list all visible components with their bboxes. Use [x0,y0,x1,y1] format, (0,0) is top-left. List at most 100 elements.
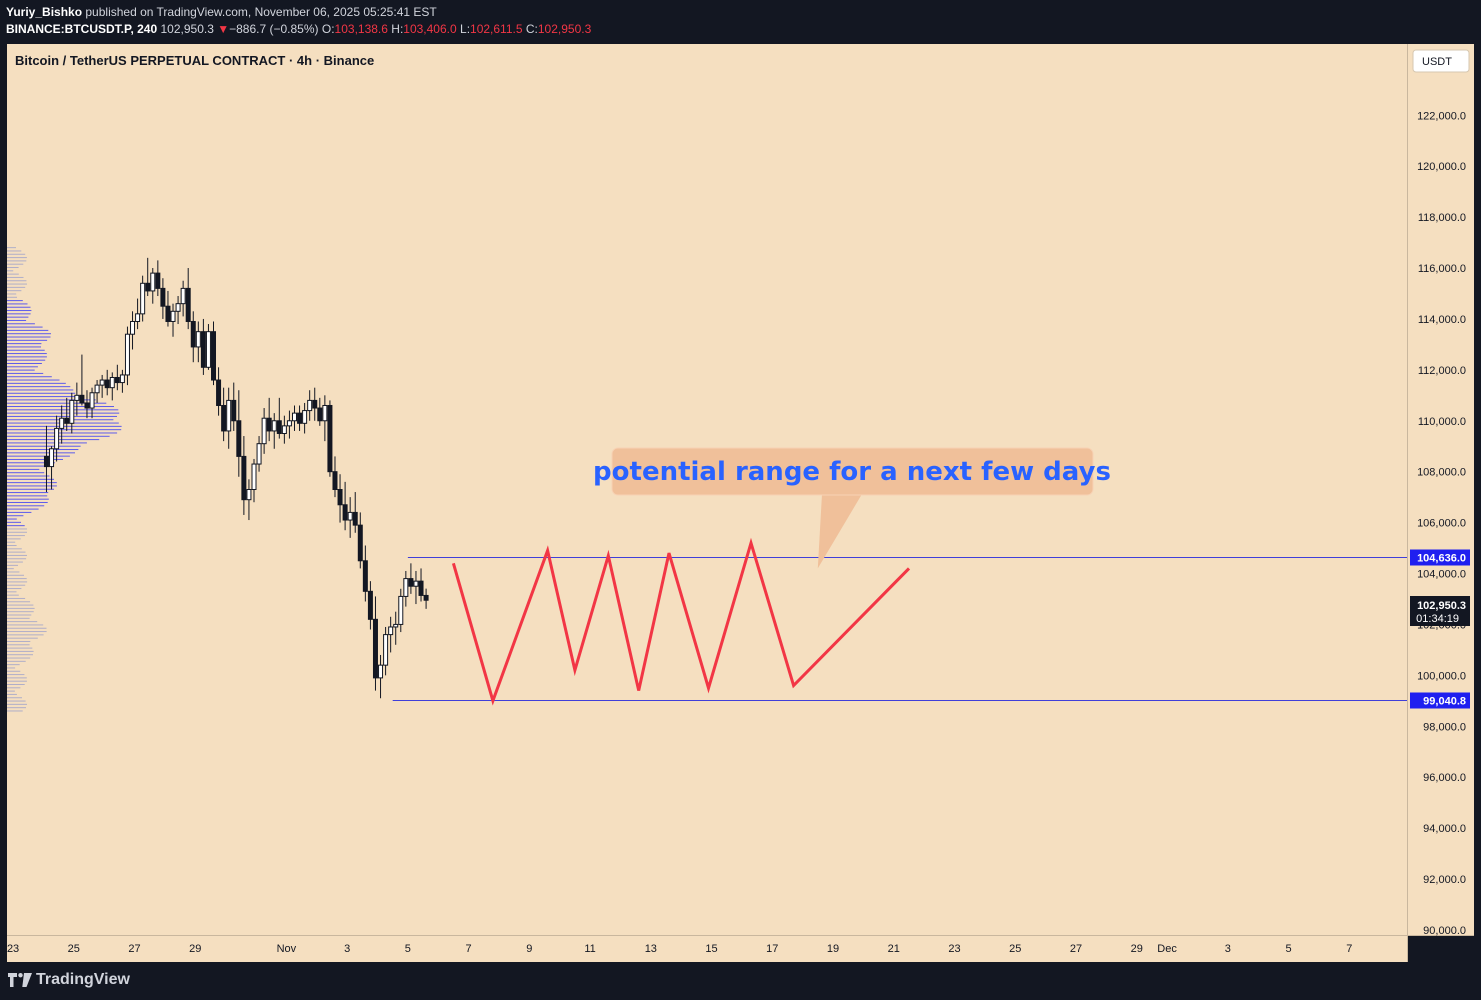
y-tick-label: 120,000.0 [1417,161,1466,173]
candle-body [408,578,414,587]
candle-body [190,320,196,348]
last-price: 102,950.3 [160,22,214,36]
range-line-tag [1410,549,1470,566]
y-tick-label: 106,000.0 [1417,518,1466,530]
candle-body [251,463,257,490]
time-scale[interactable] [7,936,1407,962]
candle-body [413,580,419,587]
volume-profile-bar [7,637,38,639]
bar-countdown: 01:34:19 [1416,613,1459,625]
candle-body [165,305,171,322]
volume-profile-bar [7,382,66,384]
currency-button[interactable]: USDT [1412,49,1470,73]
x-tick-label: 9 [526,943,532,955]
volume-profile-bar [7,316,29,318]
volume-profile-bar [7,654,33,656]
volume-profile-bar [7,558,27,560]
candle-body [124,333,130,376]
y-tick-label: 114,000.0 [1418,314,1466,326]
candle-body [378,664,384,679]
volume-profile-bar [7,564,18,566]
volume-profile-bar [7,399,96,401]
volume-profile-bar [7,518,17,520]
candle-body [297,412,303,424]
candle-body [226,399,232,432]
x-tick-label: 29 [1131,943,1143,955]
candle-body [119,374,125,384]
volume-profile-bar [7,296,17,298]
volume-profile-bar [7,568,14,570]
volume-profile-bar [7,571,20,573]
volume-profile-bar [7,498,49,500]
volume-profile-bar [7,680,27,682]
price-change: −886.7 (−0.85%) [229,22,319,36]
y-tick-label: 104,000.0 [1417,569,1466,581]
price-scale[interactable] [1408,44,1474,935]
callout-box[interactable] [611,447,1094,496]
y-tick-label: 116,000.0 [1418,263,1466,275]
y-tick-label: 118,000.0 [1418,212,1466,224]
volume-profile-bar [7,429,122,431]
volume-profile-bar [7,670,21,672]
symbol-name[interactable]: BINANCE:BTCUSDT.P, 240 [6,22,158,36]
candle-body [109,376,115,389]
volume-profile-bar [7,353,47,355]
callout-text: potential range for a next few days [593,457,1111,487]
volume-profile-bar [7,449,79,451]
volume-profile-bar [7,677,27,679]
volume-profile-bar [7,614,32,616]
volume-profile-bar [7,270,14,272]
volume-profile-bar [7,300,23,302]
close-value: 102,950.3 [537,22,592,36]
x-tick-label: 27 [1070,943,1082,955]
candle-body [185,287,191,322]
candle-body [276,420,282,434]
callout-tail [817,494,862,569]
open-label: O: [321,22,335,36]
x-tick-label: 25 [68,943,80,955]
volume-profile-bar [7,700,26,702]
y-tick-label: 90,000.0 [1423,925,1466,937]
x-tick-label: 13 [645,943,657,955]
range-lines[interactable] [392,557,1407,701]
low-label: L: [460,22,471,36]
volume-profile-bar [7,412,120,414]
projection-zigzag[interactable] [451,537,911,706]
volume-profile-bar [7,386,71,388]
tradingview-logo[interactable]: TradingView [8,971,130,989]
volume-profile-bar [7,323,35,325]
volume-profile-bar [7,528,27,530]
volume-profile-bar [7,488,54,490]
volume-profile-bar [7,707,26,709]
y-tick-label: 94,000.0 [1423,823,1466,835]
volume-profile-bar [7,535,25,537]
candle-body [135,313,141,322]
candle-body [322,404,328,422]
x-tick-label: 23 [7,943,19,955]
candle-body [94,384,100,394]
tradingview-logo-icon [8,973,32,987]
candle-body [241,455,247,501]
candle-body [372,618,378,679]
volume-profile-bar [7,657,31,659]
volume-profile-bar [7,594,19,596]
publication-line: Yuriy_Bishko published on TradingView.co… [6,5,437,19]
candle-body [347,511,353,521]
volume-profile-bar [7,372,44,374]
author-name[interactable]: Yuriy_Bishko [6,5,83,19]
volume-profile-bar [7,591,17,593]
volume-profile-bar [7,684,25,686]
x-tick-label: Dec [1157,943,1177,955]
volume-profile-bar [7,501,48,503]
x-tick-label: 3 [344,943,350,955]
candle-body [221,404,227,432]
volume-profile-bar [7,313,31,315]
volume-profile-bar [7,597,26,599]
candle-body [43,455,49,468]
x-tick-label: 15 [705,943,717,955]
callout-annotation[interactable]: potential range for a next few days [593,447,1111,569]
x-tick-label: 5 [405,943,411,955]
volume-profile-bar [7,588,22,590]
candle-body [231,399,237,422]
